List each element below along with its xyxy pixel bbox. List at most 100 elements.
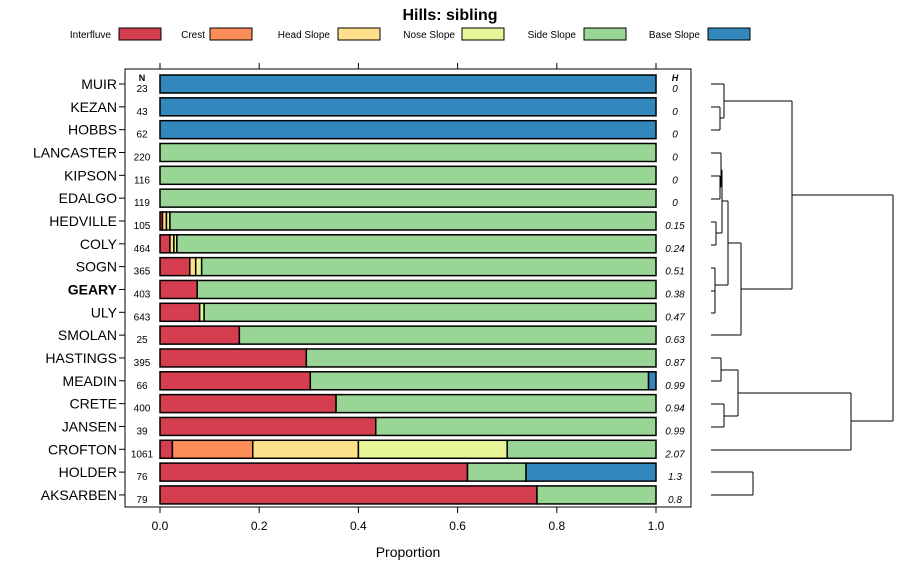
chart-row: JANSEN 39 0.99 <box>62 416 685 437</box>
dendro-link-kezan-hobbs <box>711 106 721 131</box>
bar-segment <box>309 371 650 391</box>
dendro-link-muir-kh <box>711 83 725 119</box>
n-value: 220 <box>134 152 151 163</box>
n-value: 39 <box>136 426 148 437</box>
h-value: 0 <box>672 84 678 95</box>
h-value: 0.51 <box>665 267 684 278</box>
legend-swatch <box>461 27 505 41</box>
x-tick-label: 0.4 <box>350 519 367 533</box>
dendrogram <box>711 83 894 496</box>
category-label: KEZAN <box>70 99 117 115</box>
bar-segment <box>159 74 657 94</box>
bar-segment <box>159 439 174 460</box>
h-value: 0.99 <box>665 381 685 392</box>
n-value: 62 <box>136 130 148 141</box>
n-value: 403 <box>134 289 151 300</box>
bar-segment <box>159 325 241 345</box>
category-label: CROFTON <box>48 441 117 457</box>
bar-segment <box>189 256 197 277</box>
bar-segment <box>159 279 198 300</box>
h-value: 0.24 <box>665 244 685 255</box>
legend-label: Side Slope <box>528 30 577 41</box>
legend-label: Interfluve <box>70 30 112 41</box>
dendro-link-holder-aksarben <box>711 471 754 496</box>
h-value: 0.87 <box>665 358 685 369</box>
bar-segment <box>252 439 360 460</box>
dendro-link-a-b <box>724 100 793 290</box>
bar-segment <box>647 371 657 391</box>
h-value: 0.15 <box>665 221 685 232</box>
n-value: 1061 <box>131 449 154 460</box>
dendro-link-crete-jansen <box>711 403 725 428</box>
category-label: ULY <box>91 304 118 320</box>
category-label: KIPSON <box>64 167 117 183</box>
bar-segment <box>159 165 657 186</box>
x-tick-label: 0.0 <box>152 519 169 533</box>
bar-segment <box>466 462 527 482</box>
bar-segment <box>357 439 508 460</box>
bar-segment <box>171 439 254 460</box>
n-value: 79 <box>136 495 148 506</box>
category-label: CRETE <box>70 396 117 412</box>
chart-row: SMOLAN 25 0.63 <box>58 325 685 346</box>
n-value: 43 <box>136 107 148 118</box>
chart-row: AKSARBEN 79 0.8 <box>41 485 682 506</box>
category-label: HEDVILLE <box>49 213 117 229</box>
h-value: 0 <box>672 152 678 163</box>
legend: Interfluve Crest Head Slope Nose Slope Side … <box>70 27 751 41</box>
h-value: 0 <box>672 175 678 186</box>
bar-segment <box>196 279 657 300</box>
h-value: 1.3 <box>668 472 682 483</box>
h-value: 0 <box>672 198 678 209</box>
dendro-link-kipson-edalgo <box>711 175 721 200</box>
bar-segment <box>375 416 657 437</box>
chart-row: KIPSON 116 0 <box>64 165 678 186</box>
category-label: MEADIN <box>63 373 117 389</box>
bar-segment <box>159 393 337 414</box>
bar-segment <box>536 485 657 505</box>
bar-segment <box>159 97 657 117</box>
chart-row: KEZAN 43 0 <box>70 97 678 118</box>
x-tick-label: 0.6 <box>449 519 466 533</box>
plot-frame <box>124 68 692 508</box>
chart-row: HOBBS 62 0 <box>68 119 678 141</box>
n-value: 25 <box>136 335 148 346</box>
x-axis-label: Proportion <box>376 544 441 560</box>
n-value: 643 <box>134 312 151 323</box>
chart-row: LANCASTER 220 0 <box>33 142 678 163</box>
chart-row: CRETE 400 0.94 <box>70 393 685 415</box>
h-column-header: H <box>672 73 679 83</box>
bar-segment <box>159 485 538 505</box>
n-value: 395 <box>134 358 151 369</box>
n-value: 23 <box>136 84 148 95</box>
bar-segment <box>176 234 657 254</box>
dendro-link-hedville-coly <box>711 221 717 246</box>
h-value: 2.07 <box>664 449 685 460</box>
n-value: 66 <box>136 381 148 392</box>
bar-segment <box>238 325 657 345</box>
h-value: 0.99 <box>665 426 685 437</box>
bar-segment <box>159 188 657 208</box>
x-tick-label: 0.8 <box>548 519 565 533</box>
chart-row: GEARY 403 0.38 <box>68 279 685 300</box>
legend-swatch <box>337 27 381 41</box>
chart-row: SOGN 365 0.51 <box>76 256 685 278</box>
h-value: 0.94 <box>665 404 685 415</box>
chart-row: HASTINGS 395 0.87 <box>45 348 685 369</box>
h-value: 0 <box>672 130 678 141</box>
bar-segment <box>159 119 657 140</box>
legend-label: Nose Slope <box>403 30 455 41</box>
dendro-link-geary-uly <box>711 290 716 314</box>
legend-label: Head Slope <box>278 30 331 41</box>
bar-segment <box>506 439 657 460</box>
dendro-link-sogn-gu <box>711 267 716 302</box>
bar-segment <box>335 393 657 414</box>
category-label: JANSEN <box>62 418 117 434</box>
chart-title: Hills: sibling <box>402 7 497 24</box>
n-value: 105 <box>134 221 151 232</box>
legend-swatch <box>118 27 162 41</box>
category-label: HOLDER <box>59 464 117 480</box>
n-value: 76 <box>136 472 148 483</box>
chart-row: HOLDER 76 1.3 <box>59 462 682 483</box>
